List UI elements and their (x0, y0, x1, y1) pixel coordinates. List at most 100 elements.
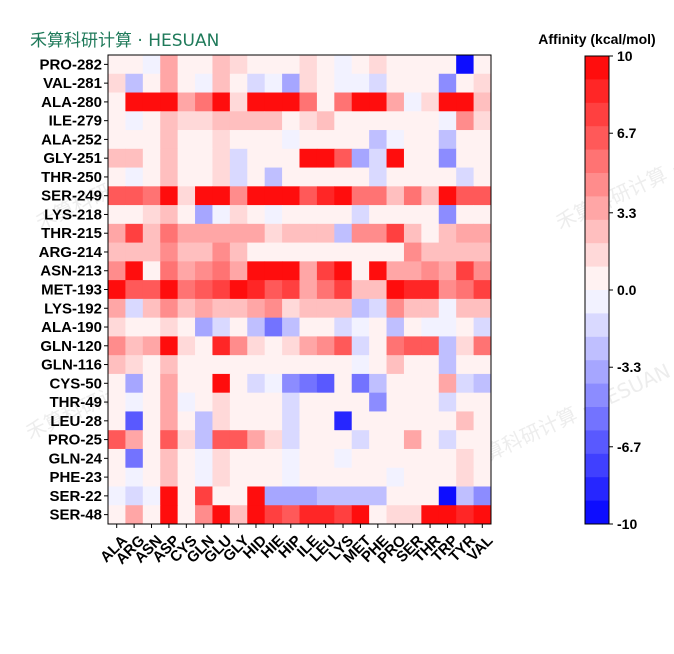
heatmap-cell (108, 317, 126, 337)
heatmap-cell (299, 467, 318, 487)
y-tick-label: SER-48 (49, 507, 102, 524)
heatmap-cell (351, 242, 370, 262)
heatmap-cell (282, 317, 300, 337)
heatmap-cell (282, 467, 300, 487)
heatmap-cell (456, 486, 474, 506)
heatmap-cell (421, 448, 440, 469)
heatmap-cell (282, 355, 300, 375)
heatmap-cell (421, 130, 440, 150)
heatmap-cell (247, 392, 266, 412)
heatmap-cell (212, 261, 231, 281)
heatmap-cell (334, 373, 353, 394)
heatmap-cell (229, 430, 248, 450)
heatmap-cell (351, 355, 370, 375)
heatmap-cell (438, 373, 457, 394)
heatmap-cell (473, 298, 492, 319)
heatmap-cell (421, 55, 440, 75)
heatmap-cell (456, 280, 474, 300)
heatmap-cell (334, 205, 353, 225)
colorbar-segment (585, 102, 609, 127)
heatmap-cell (177, 317, 196, 337)
heatmap-cell (212, 355, 231, 375)
heatmap-cell (177, 261, 196, 281)
heatmap-cell (403, 148, 422, 168)
heatmap-cell (212, 242, 231, 262)
heatmap-cell (369, 448, 387, 469)
heatmap-cell (125, 223, 144, 243)
heatmap-cell (195, 73, 213, 93)
heatmap-cell (212, 205, 231, 225)
heatmap-cell (438, 130, 457, 150)
heatmap-cell (299, 55, 318, 75)
heatmap-cell (403, 430, 422, 450)
heatmap-cell (108, 373, 126, 394)
heatmap-cell (386, 317, 405, 337)
heatmap-cell (142, 448, 161, 469)
heatmap-cell (299, 205, 318, 225)
y-tick-label: THR-250 (41, 169, 102, 186)
heatmap-cell (264, 92, 283, 112)
heatmap-cell (108, 261, 126, 281)
heatmap-cell (473, 223, 492, 243)
y-tick-label: PRO-282 (39, 56, 102, 73)
heatmap-cell (386, 130, 405, 150)
heatmap-cell (421, 486, 440, 506)
heatmap-cell (456, 298, 474, 319)
heatmap-cell (212, 486, 231, 506)
heatmap-cell (369, 92, 387, 112)
heatmap-cell (386, 111, 405, 131)
heatmap-cell (212, 280, 231, 300)
heatmap-cell (316, 467, 335, 487)
heatmap-cell (403, 130, 422, 150)
heatmap-cell (403, 411, 422, 431)
heatmap-cell (421, 186, 440, 206)
heatmap-cell (334, 186, 353, 206)
heatmap-cell (351, 130, 370, 150)
heatmap-cell (125, 242, 144, 262)
heatmap-cell (369, 130, 387, 150)
heatmap-cell (403, 261, 422, 281)
heatmap-cell (125, 130, 144, 150)
heatmap-cell (351, 373, 370, 394)
heatmap-cell (351, 167, 370, 187)
colorbar-segment (585, 500, 609, 525)
heatmap-cell (108, 336, 126, 356)
heatmap-cell (160, 55, 179, 75)
heatmap-cell (142, 186, 161, 206)
heatmap-cell (421, 317, 440, 337)
heatmap-cell (456, 336, 474, 356)
heatmap-cell (212, 317, 231, 337)
heatmap-cell (438, 92, 457, 112)
heatmap-cell (473, 148, 492, 168)
heatmap-cell (108, 186, 126, 206)
heatmap-cell (195, 448, 213, 469)
heatmap-cell (247, 448, 266, 469)
heatmap-cell (456, 373, 474, 394)
heatmap-cell (438, 205, 457, 225)
heatmap-cell (438, 261, 457, 281)
heatmap-cell (438, 317, 457, 337)
heatmap-cell (177, 148, 196, 168)
heatmap-cell (403, 280, 422, 300)
heatmap-cell (351, 111, 370, 131)
y-tick-label: LEU-28 (50, 413, 102, 430)
heatmap-cell (177, 242, 196, 262)
heatmap-cell (160, 73, 179, 93)
heatmap-cell (282, 336, 300, 356)
heatmap-cell (195, 186, 213, 206)
heatmap-cell (264, 111, 283, 131)
heatmap-cell (125, 430, 144, 450)
heatmap-cell (229, 467, 248, 487)
heatmap-cell (403, 448, 422, 469)
heatmap-cell (421, 280, 440, 300)
heatmap-cell (282, 448, 300, 469)
heatmap-cell (177, 355, 196, 375)
heatmap-cell (299, 355, 318, 375)
heatmap-cell (264, 280, 283, 300)
heatmap-cell (229, 486, 248, 506)
heatmap-cell (264, 148, 283, 168)
heatmap-cell (125, 317, 144, 337)
heatmap-cell (438, 223, 457, 243)
heatmap-cell (299, 411, 318, 431)
heatmap-cell (316, 186, 335, 206)
